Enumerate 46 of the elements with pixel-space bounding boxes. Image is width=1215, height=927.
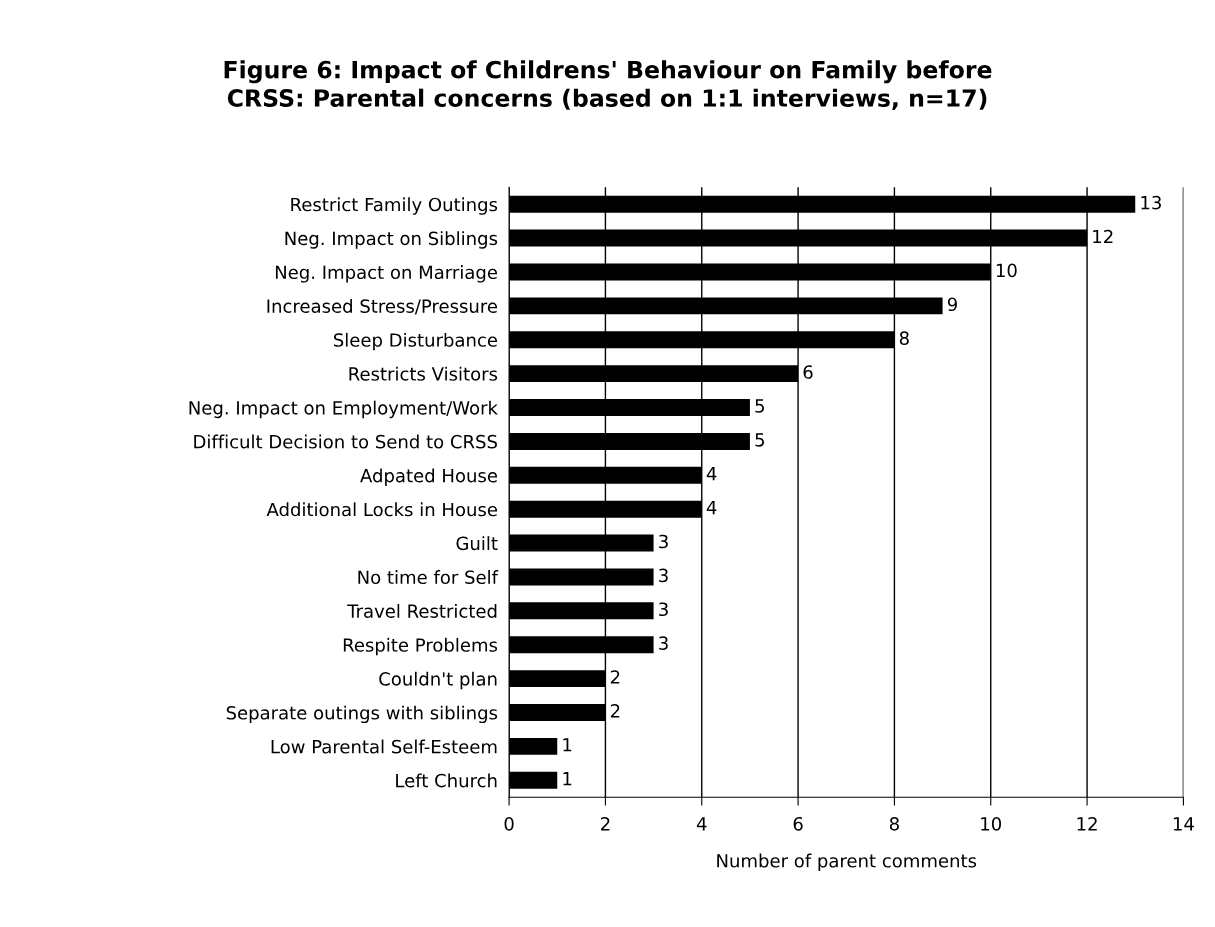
data-label: 5 [755, 399, 764, 413]
x-tick-label: 12 [1077, 816, 1097, 831]
data-label: 8 [899, 331, 909, 345]
y-tick-label: Left Church [396, 773, 497, 788]
y-tick-label: Neg. Impact on Marriage [275, 265, 498, 283]
data-label: 3 [659, 636, 668, 650]
data-label: 1 [563, 738, 572, 752]
data-label: 5 [755, 433, 764, 447]
data-label: 13 [1141, 195, 1161, 210]
y-tick-label: Difficult Decision to Send to CRSS [194, 434, 497, 449]
y-tick-label: Adpated House [360, 468, 498, 486]
x-axis-title: Number of parent comments [717, 853, 977, 872]
x-tick-label: 4 [696, 817, 707, 831]
x-tick-label: 2 [601, 816, 610, 831]
y-tick-label: Couldn't plan [379, 671, 497, 690]
data-label: 3 [659, 534, 668, 549]
y-tick-label: No time for Self [358, 570, 499, 585]
x-tick-label: 10 [981, 816, 1002, 831]
chart-title: Figure 6: Impact of Childrens' Behaviour on Family before CRSS: Parental concerns (based on 1:1 interviews, n=17) [224, 60, 992, 110]
y-tick-label: Travel Restricted [347, 603, 497, 618]
data-label: 2 [610, 704, 620, 718]
data-label: 10 [996, 263, 1017, 278]
x-tick-label: 8 [889, 816, 899, 831]
y-tick-label: Neg. Impact on Siblings [285, 231, 498, 249]
data-label: 1 [563, 772, 572, 786]
data-label: 3 [659, 568, 668, 583]
y-tick-label: Separate outings with siblings [226, 705, 498, 724]
data-label: 3 [659, 602, 668, 617]
y-tick-label: Neg. Impact on Employment/Work [189, 400, 498, 419]
y-tick-label: Respite Problems [343, 637, 498, 656]
data-label: 2 [610, 670, 620, 684]
y-tick-label: Guilt [456, 536, 498, 551]
data-label: 9 [947, 297, 957, 312]
data-label: 6 [803, 365, 813, 379]
x-tick-label: 6 [793, 816, 803, 831]
y-tick-label: Low Parental Self-Esteem [271, 739, 497, 754]
y-tick-label: Increased Stress/Pressure [267, 299, 498, 315]
data-label: 12 [1093, 229, 1113, 244]
y-tick-label: Restricts Visitors [349, 366, 498, 381]
y-tick-label: Sleep Disturbance [333, 332, 498, 351]
x-tick-label: 0 [504, 816, 514, 831]
y-tick-label: Additional Locks in House [266, 502, 498, 517]
x-tick-label: 14 [1173, 817, 1194, 831]
data-label: 4 [706, 467, 717, 481]
y-tick-label: Restrict Family Outings [291, 197, 498, 215]
data-label: 4 [706, 501, 717, 515]
